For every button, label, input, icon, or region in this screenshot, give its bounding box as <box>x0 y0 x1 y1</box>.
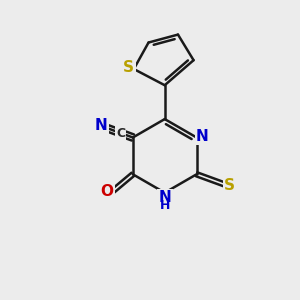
Text: C: C <box>116 127 125 140</box>
Text: H: H <box>160 199 170 212</box>
Text: N: N <box>196 128 209 143</box>
Text: N: N <box>95 118 107 134</box>
Text: O: O <box>100 184 113 199</box>
Text: S: S <box>224 178 235 193</box>
Text: S: S <box>123 60 134 75</box>
Text: N: N <box>158 190 171 206</box>
